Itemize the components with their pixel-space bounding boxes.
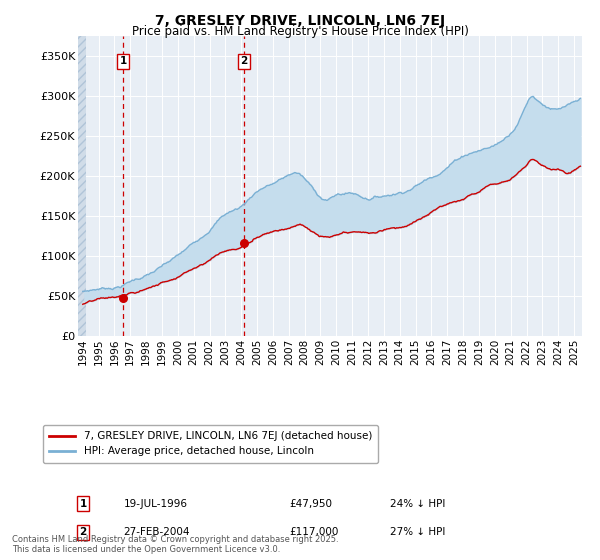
Text: 7, GRESLEY DRIVE, LINCOLN, LN6 7EJ: 7, GRESLEY DRIVE, LINCOLN, LN6 7EJ — [155, 14, 445, 28]
Text: 1: 1 — [119, 57, 127, 66]
Bar — [78, 32, 86, 336]
Text: Price paid vs. HM Land Registry's House Price Index (HPI): Price paid vs. HM Land Registry's House … — [131, 25, 469, 38]
Text: 27-FEB-2004: 27-FEB-2004 — [124, 527, 190, 537]
Legend: 7, GRESLEY DRIVE, LINCOLN, LN6 7EJ (detached house), HPI: Average price, detache: 7, GRESLEY DRIVE, LINCOLN, LN6 7EJ (deta… — [43, 425, 378, 463]
Text: 2: 2 — [240, 57, 247, 66]
Text: 19-JUL-1996: 19-JUL-1996 — [124, 499, 187, 509]
Text: Contains HM Land Registry data © Crown copyright and database right 2025.
This d: Contains HM Land Registry data © Crown c… — [12, 535, 338, 554]
Text: 27% ↓ HPI: 27% ↓ HPI — [391, 527, 446, 537]
Text: 1: 1 — [79, 499, 86, 509]
Text: 24% ↓ HPI: 24% ↓ HPI — [391, 499, 446, 509]
Text: 2: 2 — [79, 527, 86, 537]
Text: £47,950: £47,950 — [290, 499, 332, 509]
Text: £117,000: £117,000 — [290, 527, 339, 537]
